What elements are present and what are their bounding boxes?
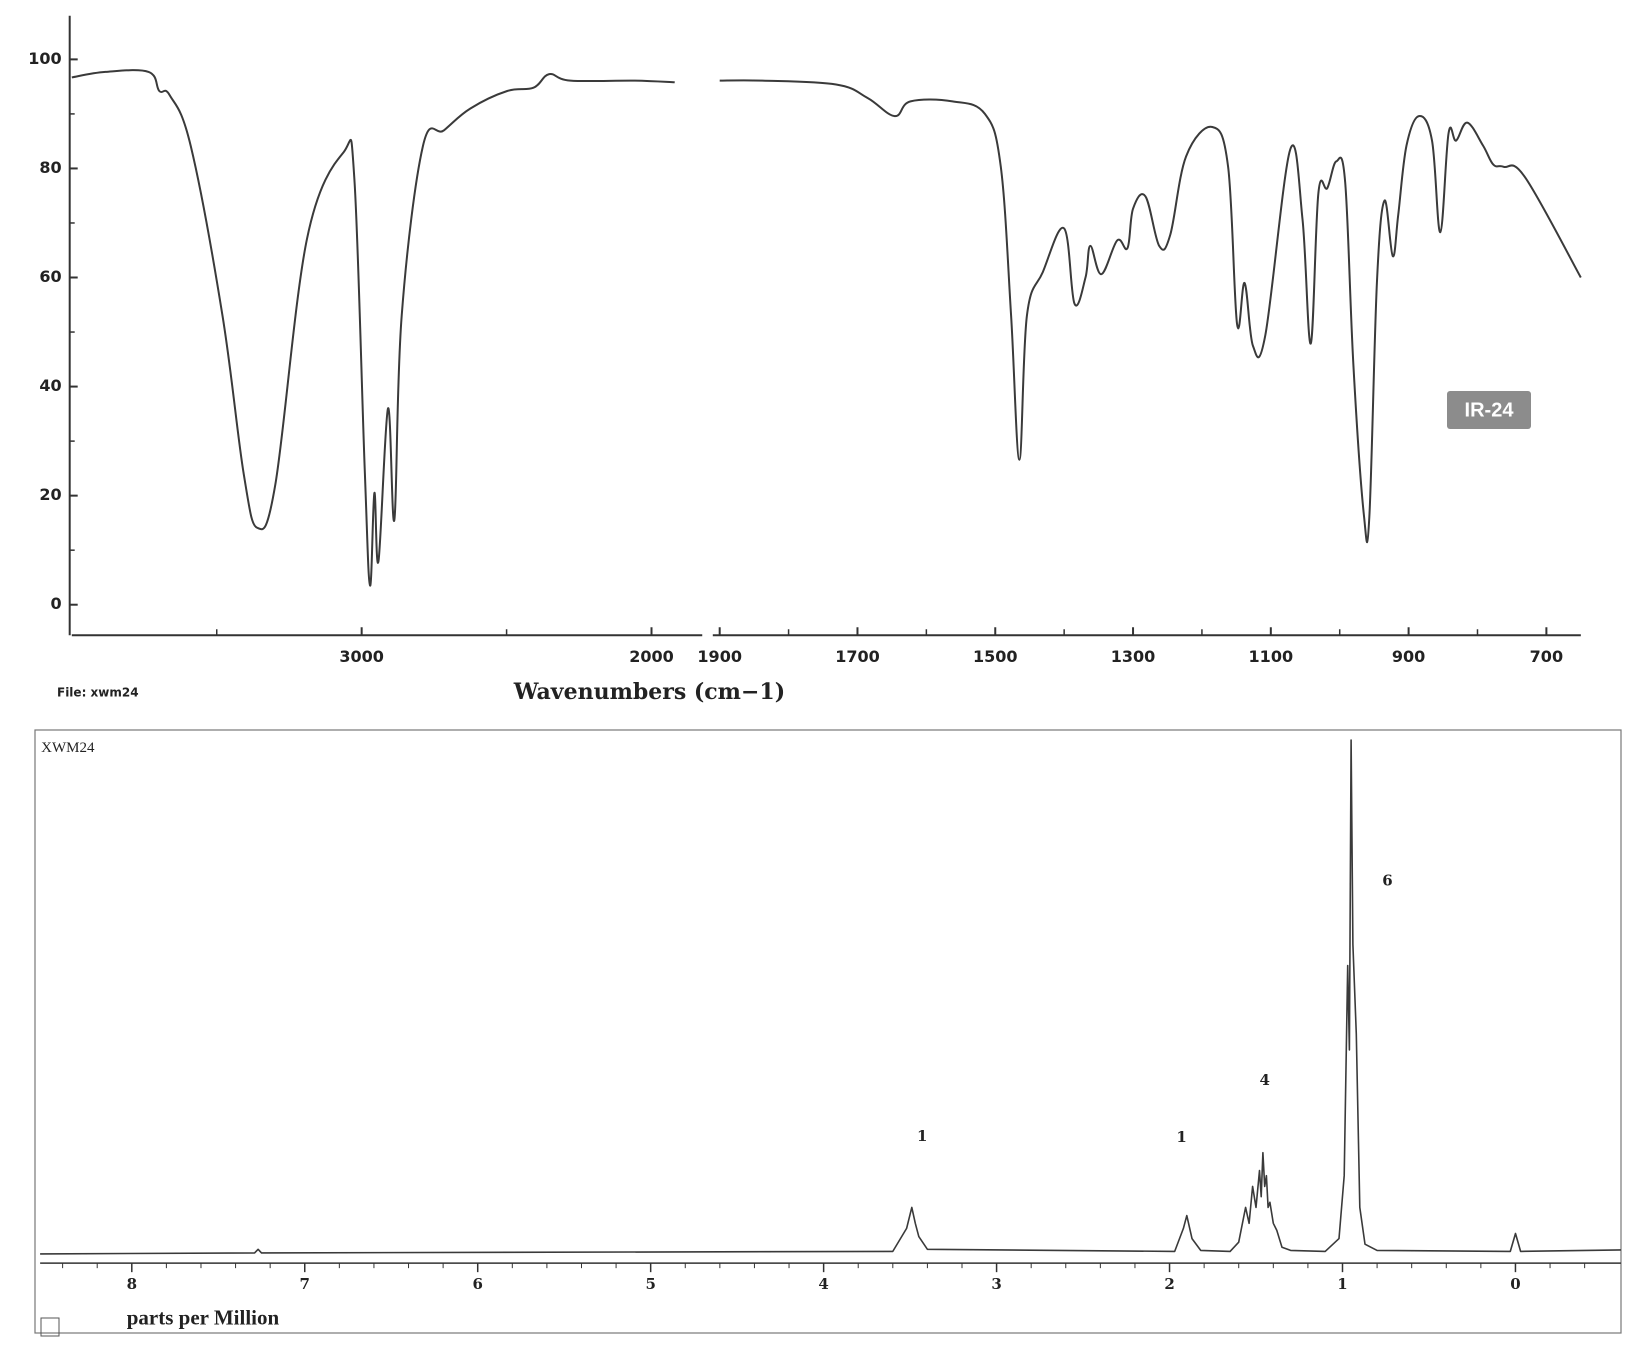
x-axis-label: parts per Million — [127, 1306, 280, 1330]
y-tick-label: 60 — [39, 267, 61, 286]
x-tick-label: 8 — [127, 1275, 137, 1293]
integral-label: 4 — [1259, 1071, 1269, 1089]
file-label: File: xwm24 — [57, 686, 139, 700]
x-tick-label: 1700 — [835, 647, 880, 666]
x-tick-label: 1500 — [973, 647, 1018, 666]
nmr-frame — [34, 729, 1622, 1334]
x-tick-label: 3000 — [339, 647, 384, 666]
spectrum-line — [719, 79, 1582, 544]
y-tick-label: 100 — [28, 49, 61, 68]
spectrum-line — [40, 739, 1622, 1255]
integral-label: 1 — [917, 1127, 927, 1145]
x-tick-label: 7 — [300, 1275, 310, 1293]
y-tick-label: 40 — [39, 376, 61, 395]
integral-label: 1 — [1176, 1128, 1186, 1146]
badge-text: IR-24 — [1465, 399, 1515, 421]
x-tick-label: 4 — [818, 1275, 828, 1293]
badge: IR-24 — [1447, 391, 1531, 429]
x-tick-label: 1100 — [1249, 647, 1294, 666]
x-tick-label: 6 — [472, 1275, 482, 1293]
y-tick-label: 80 — [39, 158, 61, 177]
badge-box — [1447, 391, 1531, 429]
x-tick-label: 1 — [1337, 1275, 1347, 1293]
x-tick-label: 5 — [645, 1275, 655, 1293]
spectrum-line — [71, 69, 675, 587]
x-tick-label: 3 — [991, 1275, 1001, 1293]
y-tick-label: 20 — [39, 485, 61, 504]
x-tick-label: 900 — [1392, 647, 1425, 666]
chart-title: XWM24 — [41, 740, 95, 756]
corner-box — [40, 1317, 60, 1337]
x-axis-label: Wavenumbers (cm−1) — [513, 679, 785, 705]
integral-label: 6 — [1382, 872, 1392, 890]
x-tick-label: 1900 — [697, 647, 742, 666]
x-tick-label: 2000 — [629, 647, 674, 666]
y-tick-label: 0 — [51, 594, 62, 613]
x-tick-label: 1300 — [1111, 647, 1156, 666]
x-tick-label: 0 — [1510, 1275, 1520, 1293]
x-tick-label: 2 — [1164, 1275, 1174, 1293]
x-tick-label: 700 — [1530, 647, 1563, 666]
